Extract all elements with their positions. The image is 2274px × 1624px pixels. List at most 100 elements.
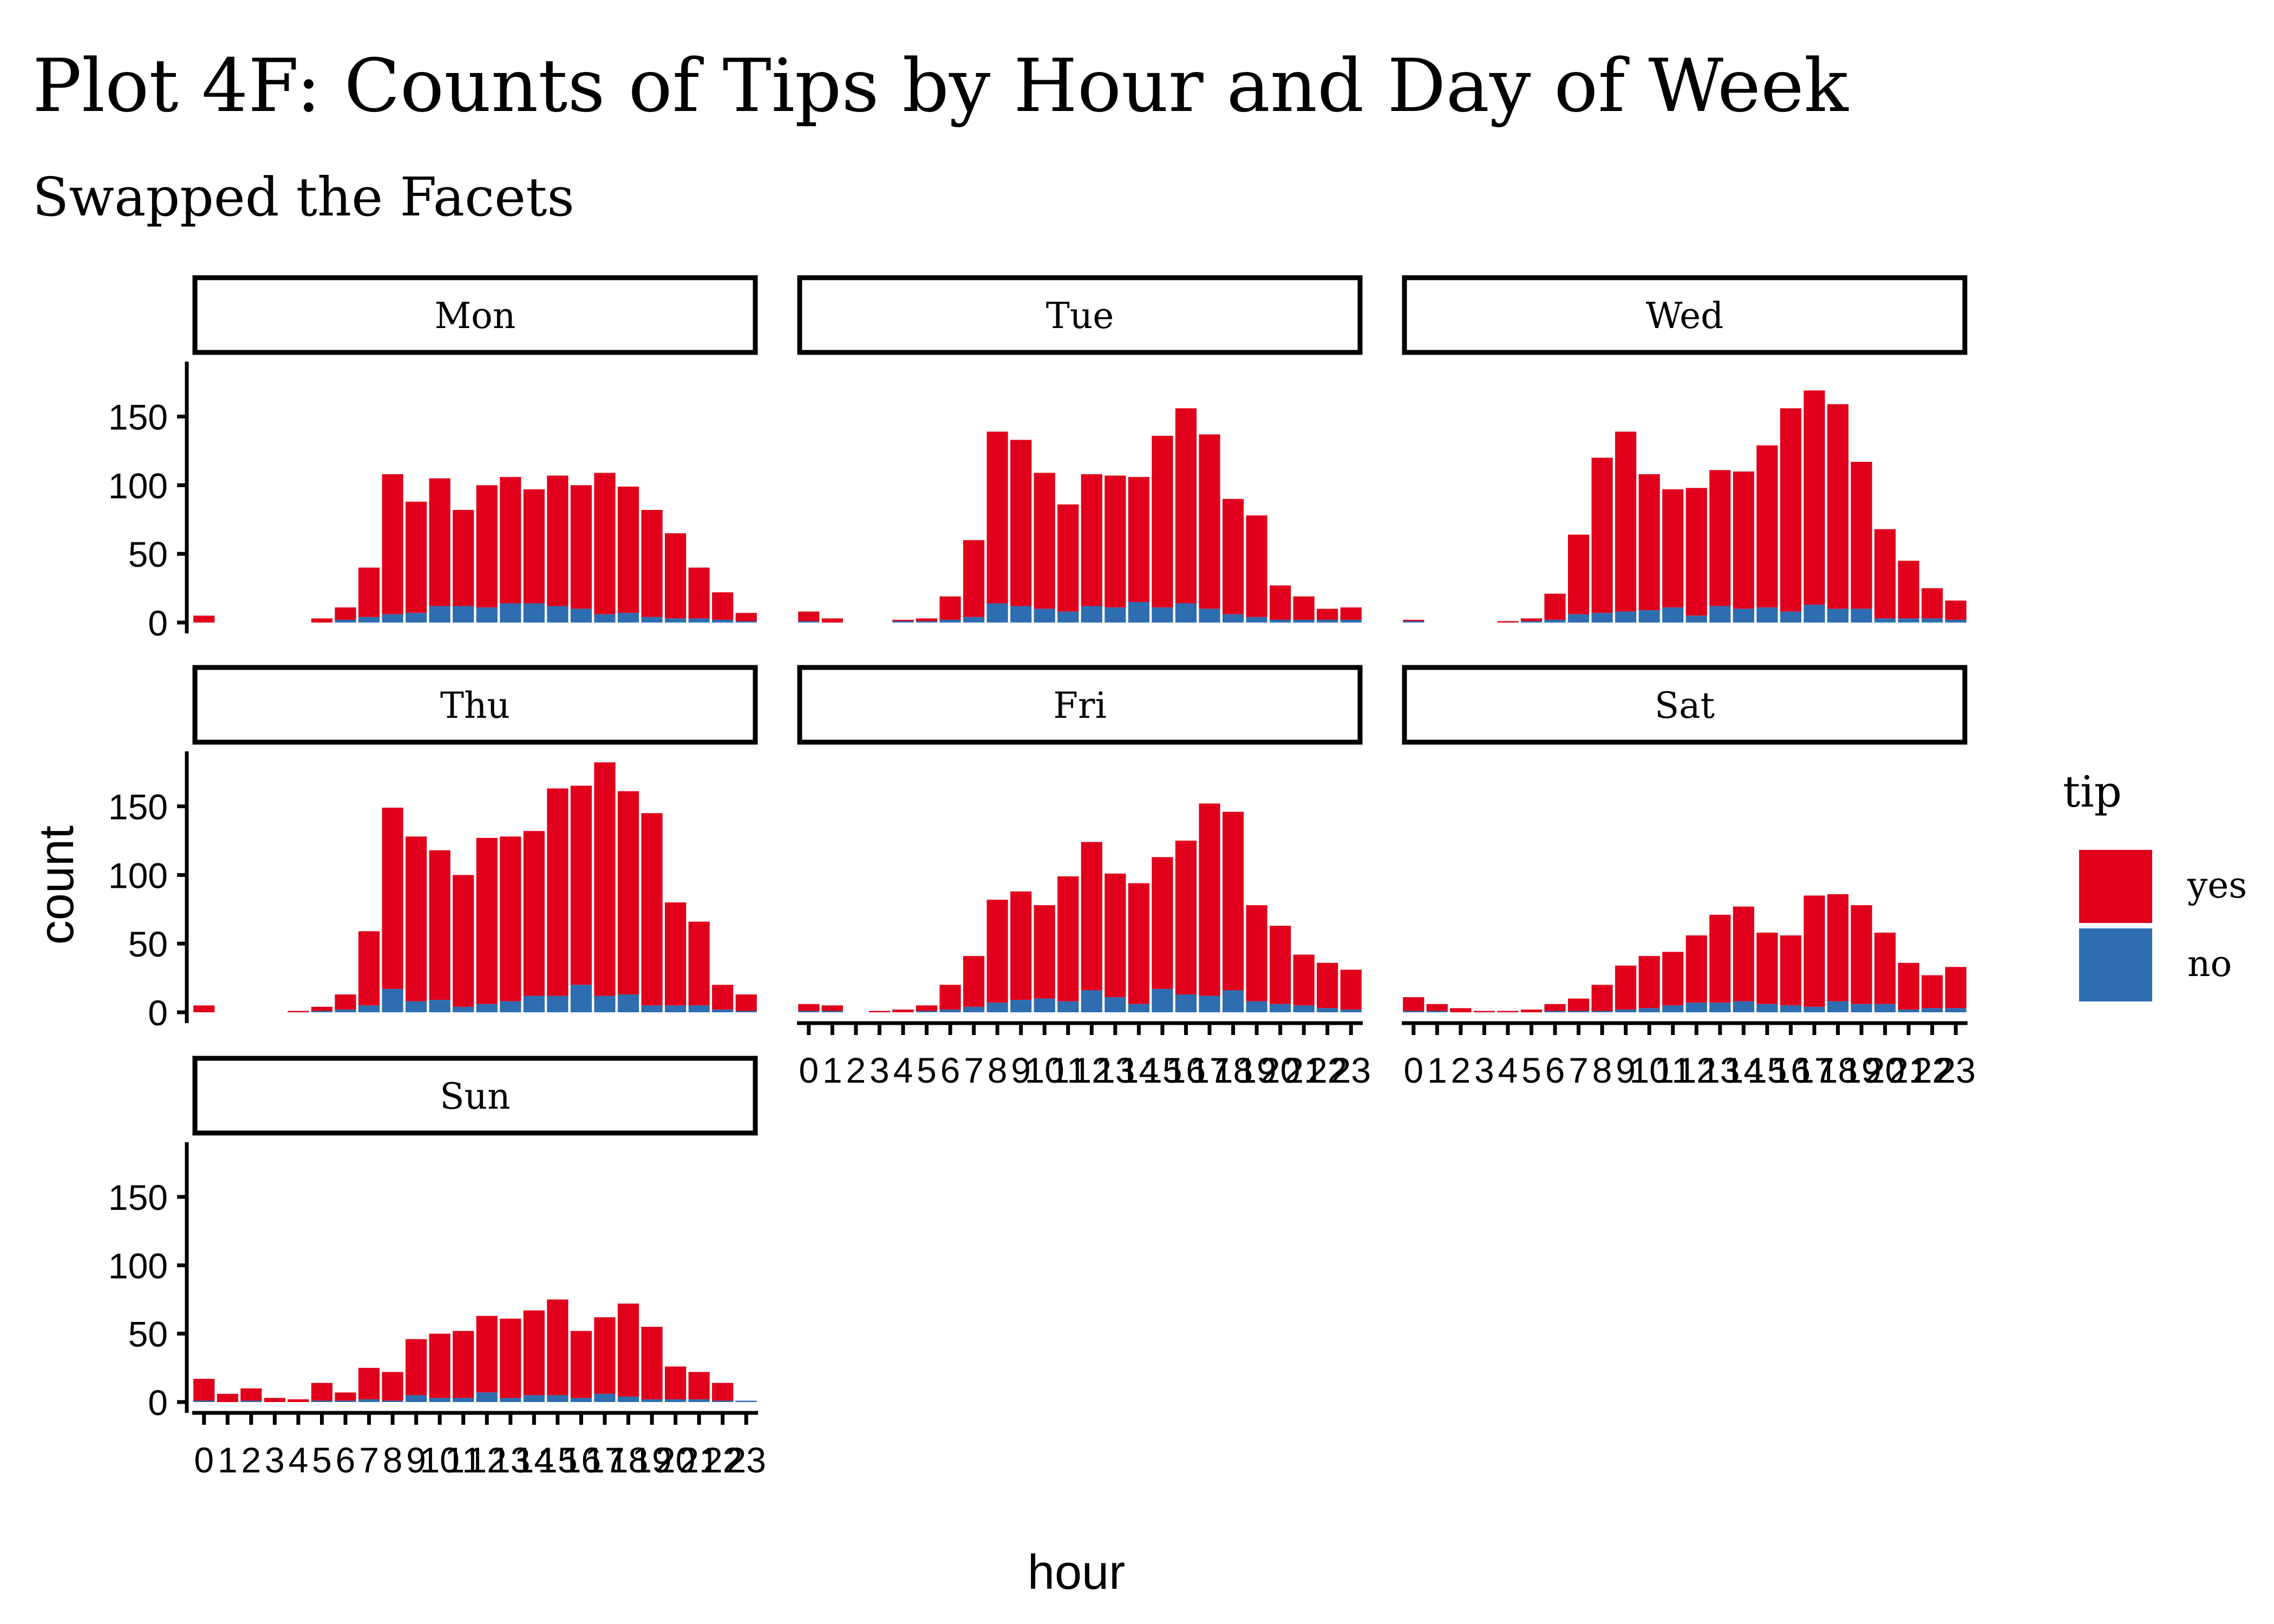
- y-tick-label: 0: [148, 603, 168, 643]
- x-tick-label: 16: [1771, 1050, 1811, 1090]
- facet-strip: [192, 665, 758, 745]
- bar-no: [735, 1011, 757, 1012]
- bar-yes: [1246, 515, 1267, 617]
- bar-yes: [523, 1310, 545, 1396]
- x-tick-label: 9: [1011, 1050, 1031, 1090]
- x-tick-label: 19: [1237, 1050, 1276, 1090]
- bar-yes: [1403, 619, 1424, 621]
- bar-no: [1685, 1003, 1707, 1012]
- bar-no: [712, 1400, 734, 1402]
- facet-strip: [1402, 275, 1968, 355]
- bar-yes: [1733, 471, 1754, 609]
- y-tick-label: 100: [108, 1246, 168, 1286]
- facet-strip-label: Tue: [1046, 295, 1114, 337]
- bar-yes: [986, 431, 1008, 604]
- bar-yes: [523, 489, 545, 604]
- x-tick-label: 13: [491, 1440, 530, 1480]
- legend-label-yes: yes: [2187, 865, 2247, 906]
- bar-no: [1340, 1009, 1362, 1012]
- bar-yes: [429, 1333, 450, 1398]
- bar-no: [1733, 608, 1754, 623]
- bar-no: [1010, 606, 1032, 623]
- bar-no: [358, 617, 380, 623]
- bar-yes: [617, 1304, 639, 1397]
- bar-yes: [1851, 905, 1872, 1004]
- bar-yes: [1520, 1009, 1543, 1012]
- bar-no: [406, 613, 427, 623]
- bar-no: [500, 1398, 521, 1402]
- bar-yes: [1270, 585, 1291, 620]
- bar-yes: [1175, 840, 1197, 995]
- bar-no: [1403, 621, 1424, 623]
- bar-no: [311, 1400, 333, 1402]
- x-tick-label: 0: [1403, 1050, 1423, 1090]
- bar-no: [1851, 608, 1872, 623]
- facet-strip: [192, 1056, 758, 1136]
- bar-yes: [358, 931, 380, 1006]
- facet-panel-thu: Thu 0 50 100 150: [108, 665, 758, 1033]
- bar-no: [1615, 611, 1637, 623]
- bar-no: [963, 1006, 985, 1012]
- bar-no: [1105, 607, 1126, 623]
- bar-no: [1010, 1000, 1032, 1012]
- bar-yes: [193, 1005, 215, 1012]
- facet-strip-label: Sat: [1655, 685, 1715, 726]
- bar-no: [547, 996, 568, 1012]
- bar-yes: [476, 485, 498, 608]
- x-tick-label: 4: [893, 1050, 913, 1090]
- bar-yes: [406, 836, 427, 1001]
- bar-yes: [665, 1366, 687, 1399]
- bar-yes: [1199, 434, 1220, 609]
- bar-yes: [1317, 962, 1338, 1009]
- bar-no: [1591, 613, 1613, 623]
- x-tick-label: 11: [445, 1440, 482, 1480]
- facet-panel-mon: Mon 0 50 100 150: [108, 275, 758, 643]
- bar-no: [617, 1396, 639, 1402]
- x-tick-label: 18: [1213, 1050, 1253, 1090]
- bar-yes: [1497, 621, 1519, 623]
- bar-yes: [311, 1383, 333, 1401]
- x-tick-label: 23: [727, 1440, 766, 1480]
- bar-yes: [798, 1004, 820, 1011]
- bar-yes: [570, 785, 592, 985]
- x-axis-title: hour: [1028, 1546, 1125, 1600]
- x-tick-label: 3: [265, 1440, 285, 1480]
- bar-no: [688, 618, 710, 623]
- bar-no: [641, 617, 663, 623]
- bar-no: [570, 1398, 592, 1402]
- bar-yes: [665, 533, 687, 619]
- bar-no: [798, 621, 820, 623]
- x-tick-label: 21: [1889, 1050, 1928, 1090]
- bar-yes: [1497, 1011, 1519, 1012]
- legend: tip yes no: [2063, 767, 2247, 1001]
- bar-yes: [1340, 607, 1362, 620]
- bar-no: [963, 617, 985, 623]
- x-tick-label: 12: [1072, 1050, 1112, 1090]
- bar-yes: [1945, 967, 1966, 1009]
- bar-yes: [735, 613, 757, 621]
- bar-no: [821, 1011, 843, 1012]
- bar-no: [1780, 1005, 1802, 1012]
- x-tick-label: 6: [1545, 1050, 1565, 1090]
- bar-yes: [1803, 390, 1825, 605]
- bar-yes: [453, 1331, 474, 1398]
- bar-no: [1567, 614, 1590, 623]
- bar-yes: [500, 477, 521, 604]
- bar-yes: [453, 875, 474, 1007]
- bar-no: [523, 603, 545, 623]
- bar-yes: [1709, 914, 1731, 1003]
- bar-no: [1709, 1003, 1731, 1012]
- bar-yes: [476, 837, 498, 1004]
- bar-no: [1638, 1008, 1660, 1012]
- bar-no: [1709, 606, 1731, 623]
- bar-yes: [641, 509, 663, 617]
- bar-yes: [939, 985, 961, 1010]
- bar-yes: [1034, 905, 1055, 999]
- bar-yes: [406, 1339, 427, 1396]
- bar-no: [1270, 619, 1291, 623]
- bar-yes: [547, 788, 568, 996]
- bar-yes: [1827, 404, 1849, 609]
